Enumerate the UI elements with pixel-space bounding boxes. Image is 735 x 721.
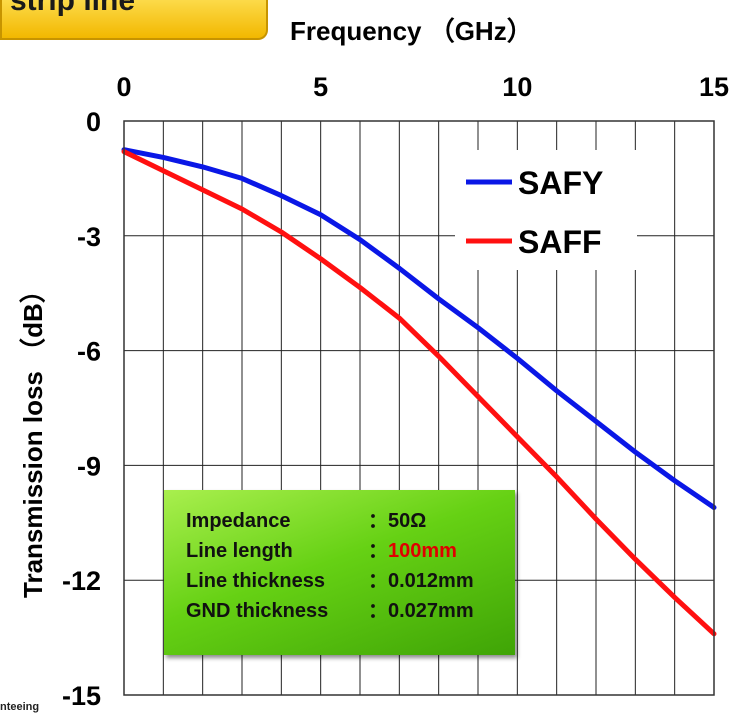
tick-labels: 0 5 10 15 0 -3 -6 -9 -12 -15 [60,70,731,713]
x-tick-label: 5 [313,72,328,102]
info-key: Line thickness [186,570,325,592]
y-tick-label: -15 [62,681,101,711]
y-axis-label: Transmission loss （dB） [18,277,48,598]
plot-frame [123,120,715,696]
y-tick-label: 0 [86,107,101,137]
info-separator: ： [368,570,388,592]
x-tick-label: 10 [502,72,532,102]
info-separator: ： [368,540,388,562]
info-key: GND thickness [186,600,329,622]
info-row: Line thickness ：0.012mm [186,566,515,596]
footnote-text: nteeing [0,701,40,713]
y-tick-label: -3 [77,222,101,252]
info-separator: ： [368,510,388,532]
x-tick-label: 15 [699,72,729,102]
info-row: Impedance ：50Ω [186,506,515,536]
y-tick-label: -6 [77,337,101,367]
legend-label-saff: SAFF [518,224,602,260]
legend-background [455,150,637,270]
info-row: GND thickness ：0.027mm [186,596,515,626]
parameter-box: Impedance ：50Ω Line length ：100mm Line thick… [164,490,515,655]
y-tick-label: -12 [62,566,101,596]
tab-footnote-mark: ※1 [135,0,156,2]
y-tick-label: -9 [77,451,101,481]
info-key: Line length [186,540,293,562]
info-value: 100mm [388,540,457,562]
info-value: 0.027mm [388,600,474,622]
tab-label-text: strip line [10,0,136,17]
legend-label-safy: SAFY [518,165,603,201]
info-value: 0.012mm [388,570,474,592]
info-key: Impedance [186,510,291,532]
info-separator: ： [368,600,388,622]
tab-label: strip line※1 [10,0,156,18]
series-line-saff [121,149,717,637]
info-value: 50Ω [388,510,427,532]
section-tab: strip line※1 [0,0,268,40]
info-row: Line length ：100mm [186,536,515,566]
x-tick-label: 0 [116,72,131,102]
series-line-safy [121,147,717,510]
legend: SAFY SAFF [455,150,637,270]
x-axis-label: Frequency （GHz） [290,16,533,46]
series-lines [121,147,717,637]
